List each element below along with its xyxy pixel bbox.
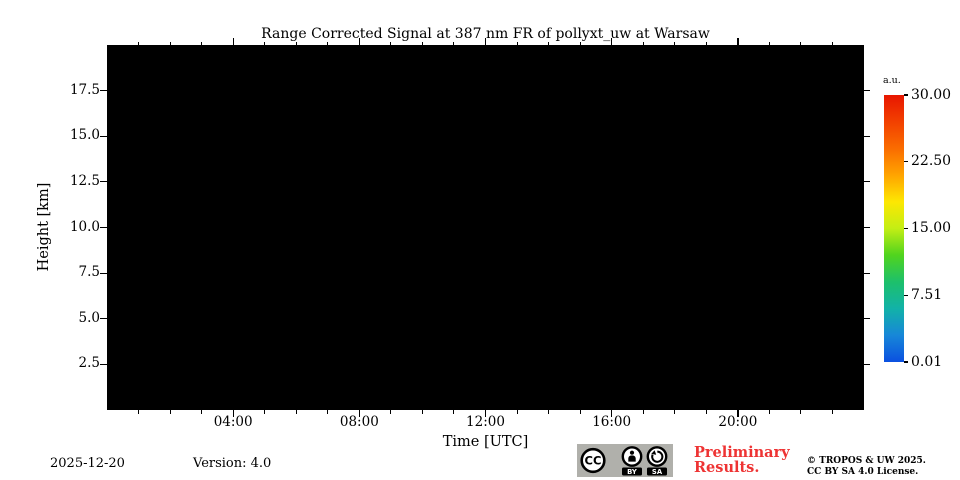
plot-area bbox=[107, 45, 864, 410]
y-major-tick-right bbox=[864, 272, 870, 274]
x-minor-tick-top bbox=[831, 41, 833, 45]
chart-title: Range Corrected Signal at 387 nm FR of p… bbox=[261, 26, 710, 42]
cc-icon: CC bbox=[580, 447, 606, 474]
x-major-tick-top bbox=[611, 38, 613, 45]
x-tick-label: 16:00 bbox=[592, 414, 632, 430]
x-minor-tick-top bbox=[674, 41, 676, 45]
x-major-tick-top bbox=[232, 38, 234, 45]
x-minor-tick-top bbox=[705, 41, 707, 45]
x-minor-tick bbox=[264, 410, 266, 414]
colorbar-tick-label: 7.51 bbox=[911, 286, 943, 303]
x-major-tick bbox=[358, 410, 361, 417]
colorbar-unit-label: a.u. bbox=[883, 75, 901, 86]
colorbar-tick-label: 22.50 bbox=[911, 153, 952, 170]
colorbar-tick bbox=[904, 294, 908, 296]
colorbar-tick-label: 30.00 bbox=[911, 86, 952, 103]
colorbar-tick-label: 0.01 bbox=[911, 353, 943, 370]
x-tick-label: 08:00 bbox=[339, 414, 379, 430]
copyright-note: © TROPOS & UW 2025. CC BY SA 4.0 License… bbox=[807, 456, 926, 477]
x-minor-tick bbox=[390, 410, 392, 414]
y-major-tick bbox=[100, 135, 107, 137]
x-tick-label: 12:00 bbox=[466, 414, 505, 430]
colorbar-tick-label: 15.00 bbox=[911, 220, 952, 237]
x-minor-tick bbox=[800, 410, 802, 414]
x-minor-tick bbox=[548, 410, 550, 414]
y-major-tick-right bbox=[864, 318, 870, 320]
x-minor-tick-top bbox=[516, 41, 518, 45]
y-tick-label: 10.0 bbox=[69, 218, 100, 235]
y-major-tick bbox=[100, 272, 107, 274]
x-major-tick-top bbox=[358, 38, 361, 45]
x-minor-tick bbox=[169, 410, 171, 414]
sa-share-alike-icon bbox=[646, 446, 668, 467]
y-major-tick bbox=[100, 90, 107, 92]
x-minor-tick-top bbox=[295, 41, 297, 45]
x-major-tick-top bbox=[485, 38, 487, 45]
svg-text:CC: CC bbox=[585, 454, 602, 468]
x-major-tick-top bbox=[737, 38, 739, 45]
footer-version: Version: 4.0 bbox=[193, 456, 272, 471]
x-minor-tick-top bbox=[421, 41, 423, 45]
preliminary-results-note: Preliminary Results. bbox=[694, 444, 790, 476]
x-minor-tick-top bbox=[138, 41, 140, 45]
x-minor-tick bbox=[421, 410, 423, 414]
x-minor-tick bbox=[453, 410, 455, 414]
colorbar-tick bbox=[904, 361, 908, 363]
y-major-tick bbox=[100, 363, 107, 365]
x-major-tick bbox=[232, 410, 234, 417]
x-minor-tick-top bbox=[327, 41, 329, 45]
y-major-tick-right bbox=[864, 181, 870, 183]
x-tick-label: 20:00 bbox=[718, 414, 758, 430]
x-minor-tick bbox=[768, 410, 770, 414]
y-major-tick-right bbox=[864, 226, 870, 229]
y-tick-label: 2.5 bbox=[78, 355, 100, 372]
y-major-tick-right bbox=[864, 135, 870, 137]
x-minor-tick-top bbox=[169, 41, 171, 45]
x-minor-tick-top bbox=[201, 41, 203, 45]
x-minor-tick-top bbox=[800, 41, 802, 45]
x-minor-tick bbox=[831, 410, 833, 414]
x-minor-tick bbox=[705, 410, 707, 414]
x-minor-tick-top bbox=[390, 41, 392, 45]
x-minor-tick-top bbox=[642, 41, 644, 45]
colorbar-tick bbox=[904, 161, 908, 163]
x-minor-tick-top bbox=[768, 41, 770, 45]
y-tick-label: 5.0 bbox=[78, 309, 100, 326]
x-minor-tick-top bbox=[579, 41, 581, 45]
by-person-icon bbox=[621, 446, 643, 467]
x-minor-tick bbox=[295, 410, 297, 414]
by-label: BY bbox=[627, 468, 637, 476]
y-major-tick-right bbox=[864, 363, 870, 365]
x-major-tick bbox=[485, 410, 487, 417]
y-major-tick-right bbox=[864, 90, 870, 92]
x-tick-label: 04:00 bbox=[213, 414, 253, 430]
colorbar-tick bbox=[904, 227, 908, 230]
x-axis-label: Time [UTC] bbox=[442, 434, 529, 450]
cc-by-sa-license-badge: CC BY SA bbox=[577, 444, 673, 477]
y-tick-label: 12.5 bbox=[69, 172, 100, 189]
y-tick-label: 15.0 bbox=[69, 127, 100, 144]
x-minor-tick bbox=[201, 410, 203, 414]
y-tick-label: 17.5 bbox=[69, 81, 100, 98]
y-major-tick bbox=[100, 318, 107, 320]
x-minor-tick-top bbox=[264, 41, 266, 45]
x-minor-tick bbox=[516, 410, 518, 414]
x-minor-tick bbox=[579, 410, 581, 414]
sa-label: SA bbox=[652, 468, 663, 476]
colorbar bbox=[884, 95, 904, 362]
colorbar-tick bbox=[904, 94, 908, 96]
x-minor-tick-top bbox=[548, 41, 550, 45]
x-major-tick bbox=[611, 410, 613, 417]
x-minor-tick bbox=[138, 410, 140, 414]
y-tick-label: 7.5 bbox=[78, 264, 100, 281]
x-minor-tick bbox=[642, 410, 644, 414]
x-minor-tick bbox=[674, 410, 676, 414]
footer-date: 2025-12-20 bbox=[50, 456, 125, 471]
x-major-tick bbox=[737, 410, 739, 417]
x-minor-tick bbox=[327, 410, 329, 414]
x-minor-tick-top bbox=[453, 41, 455, 45]
y-major-tick bbox=[100, 181, 107, 183]
y-major-tick bbox=[100, 226, 107, 229]
